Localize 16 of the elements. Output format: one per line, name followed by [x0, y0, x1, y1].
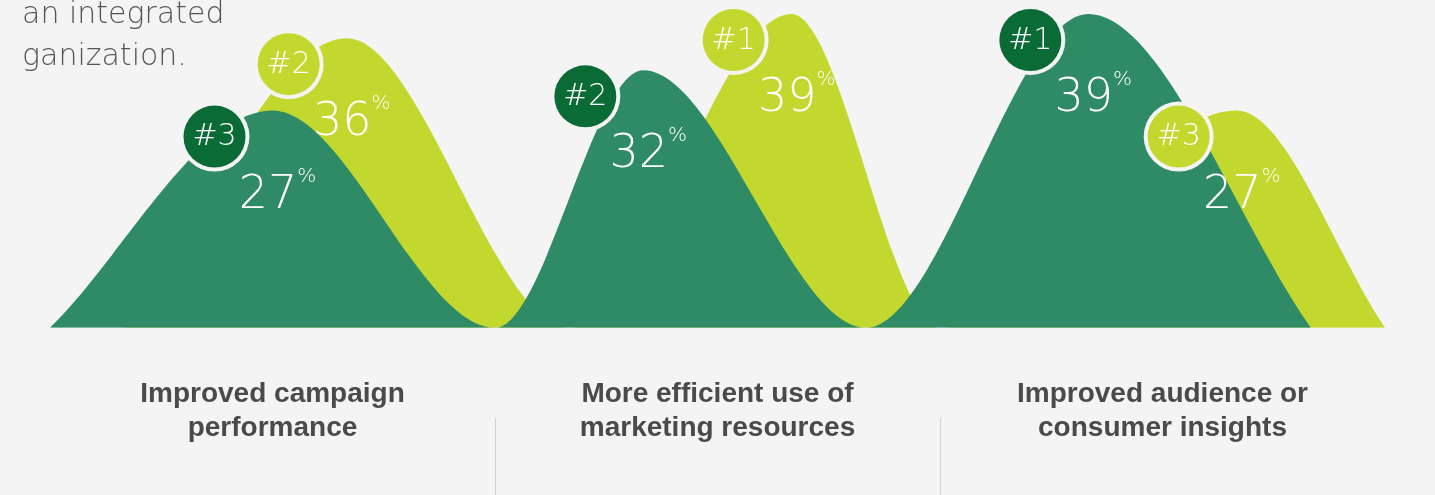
- annotation: #3: [1156, 117, 1201, 153]
- data-label: 39%: [1054, 66, 1133, 122]
- data-label: 27%: [238, 162, 317, 219]
- x-tick-label: Improved campaign performance: [140, 377, 405, 442]
- data-label: 36%: [312, 90, 391, 147]
- annotation: #1: [711, 20, 756, 56]
- annotation: #2: [266, 44, 311, 80]
- data-label: 32%: [609, 122, 688, 179]
- annotation: #2: [563, 77, 608, 113]
- annotation: #1: [1008, 20, 1053, 56]
- annotation: #3: [192, 117, 237, 153]
- annotation: ganization.: [22, 37, 187, 72]
- x-tick-label: Improved audience or consumer insights: [1017, 377, 1309, 442]
- annotation: an integrated: [22, 0, 225, 30]
- x-tick-label: More efficient use of marketing resources: [579, 377, 856, 442]
- data-label: 39%: [757, 66, 836, 122]
